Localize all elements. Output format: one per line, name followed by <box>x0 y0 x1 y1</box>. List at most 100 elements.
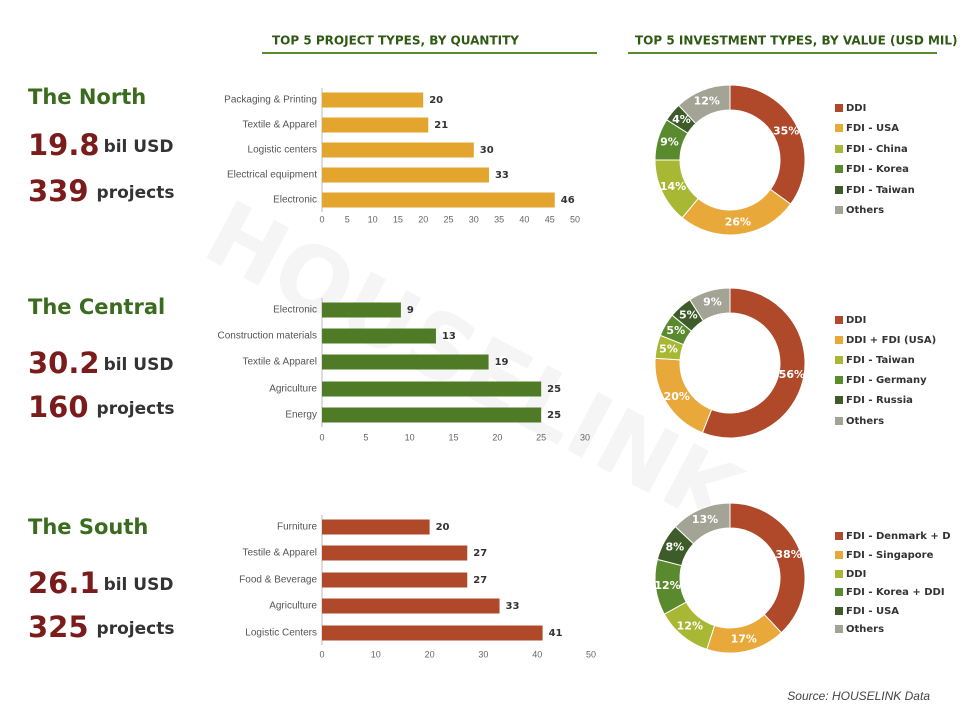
slice-label: 17% <box>731 632 757 645</box>
x-tick-label: 40 <box>519 214 529 224</box>
value-label: 25 <box>547 410 561 421</box>
projects-unit: projects <box>97 399 175 419</box>
bar <box>322 572 468 588</box>
bar <box>322 328 436 344</box>
slice-label: 8% <box>665 541 684 554</box>
legend-swatch <box>835 625 843 633</box>
bar <box>322 302 401 318</box>
slice-label: 13% <box>692 513 718 526</box>
region-name: The Central <box>28 295 165 319</box>
projects: 339 projects <box>28 174 174 208</box>
slice-label: 12% <box>677 620 703 633</box>
slice-label: 26% <box>725 216 751 229</box>
value-label: 13 <box>442 331 456 342</box>
slice-label: 4% <box>672 113 691 126</box>
projects: 160 projects <box>28 390 174 424</box>
projects-value: 160 <box>28 390 89 424</box>
investment-unit: bil USD <box>104 355 174 375</box>
x-tick-label: 20 <box>425 649 435 659</box>
x-tick-label: 15 <box>393 214 403 224</box>
investment-value: 26.1 <box>28 566 100 600</box>
category-label: Logistic Centers <box>245 628 317 639</box>
category-label: Agriculture <box>269 601 317 612</box>
x-tick-label: 20 <box>492 432 502 442</box>
category-label: Agriculture <box>269 384 317 395</box>
legend-swatch <box>835 532 843 540</box>
legend-label: Others <box>846 205 884 216</box>
legend-swatch <box>835 104 843 112</box>
slice-label: 20% <box>664 390 690 403</box>
value-label: 25 <box>547 384 561 395</box>
bar <box>322 92 424 108</box>
legend-swatch <box>835 588 843 596</box>
category-label: Construction materials <box>218 331 317 342</box>
category-label: Food & Beverage <box>239 575 317 586</box>
value-label: 27 <box>473 548 487 559</box>
slice-label: 12% <box>654 579 680 592</box>
bar <box>322 545 468 561</box>
x-tick-label: 0 <box>319 649 324 659</box>
x-tick-label: 50 <box>570 214 580 224</box>
x-tick-label: 50 <box>586 649 596 659</box>
category-label: Electronic <box>273 305 317 316</box>
bar <box>322 142 474 158</box>
value-label: 20 <box>429 95 443 106</box>
legend-swatch <box>835 551 843 559</box>
legend-swatch <box>835 336 843 344</box>
x-tick-label: 5 <box>345 214 350 224</box>
projects-value: 339 <box>28 174 89 208</box>
legend-swatch <box>835 145 843 153</box>
x-tick-label: 0 <box>319 432 324 442</box>
slice-label: 56% <box>779 368 805 381</box>
value-label: 19 <box>495 357 509 368</box>
legend-label: DDI + FDI (USA) <box>846 335 936 346</box>
legend-label: FDI - USA <box>846 123 899 134</box>
slice-label: 12% <box>694 94 720 107</box>
slice-label: 14% <box>660 180 686 193</box>
x-tick-label: 25 <box>443 214 453 224</box>
donut-slice <box>677 84 731 125</box>
value-label: 21 <box>434 120 448 131</box>
value-label: 30 <box>480 145 494 156</box>
value-label: 46 <box>561 195 575 206</box>
investment-unit: bil USD <box>104 137 174 157</box>
legend-label: FDI - Denmark + D <box>846 531 951 542</box>
region-name: The South <box>28 515 148 539</box>
investment-value: 19.8 <box>28 128 100 162</box>
bar <box>322 167 489 183</box>
donut-slice <box>701 287 806 439</box>
bar <box>322 192 555 208</box>
category-label: Furniture <box>277 522 317 533</box>
category-label: Electronic <box>273 195 317 206</box>
projects-unit: projects <box>97 183 175 203</box>
value-label: 41 <box>549 628 563 639</box>
value-label: 20 <box>436 522 450 533</box>
legend-label: DDI <box>846 569 866 580</box>
legend-label: FDI - Russia <box>846 395 913 406</box>
x-tick-label: 30 <box>580 432 590 442</box>
x-tick-label: 5 <box>363 432 368 442</box>
projects: 325 projects <box>28 610 174 644</box>
legend-swatch <box>835 417 843 425</box>
x-tick-label: 25 <box>536 432 546 442</box>
bar <box>322 407 542 423</box>
legend-label: FDI - Korea + DDI <box>846 587 945 598</box>
bar <box>322 117 429 133</box>
projects-value: 325 <box>28 610 89 644</box>
legend-label: FDI - Germany <box>846 375 927 386</box>
legend-label: FDI - Singapore <box>846 550 934 561</box>
bar <box>322 625 543 641</box>
legend-label: FDI - China <box>846 144 908 155</box>
donut-slice <box>689 287 731 322</box>
value-label: 27 <box>473 575 487 586</box>
value-label: 33 <box>495 170 509 181</box>
slice-label: 5% <box>666 324 685 337</box>
donut-header: TOP 5 INVESTMENT TYPES, BY VALUE (USD MI… <box>635 34 958 48</box>
value-label: 33 <box>506 601 520 612</box>
slice-label: 9% <box>703 296 722 309</box>
investment: 26.1 bil USD <box>28 566 173 600</box>
legend-swatch <box>835 607 843 615</box>
legend-swatch <box>835 165 843 173</box>
legend-swatch <box>835 124 843 132</box>
